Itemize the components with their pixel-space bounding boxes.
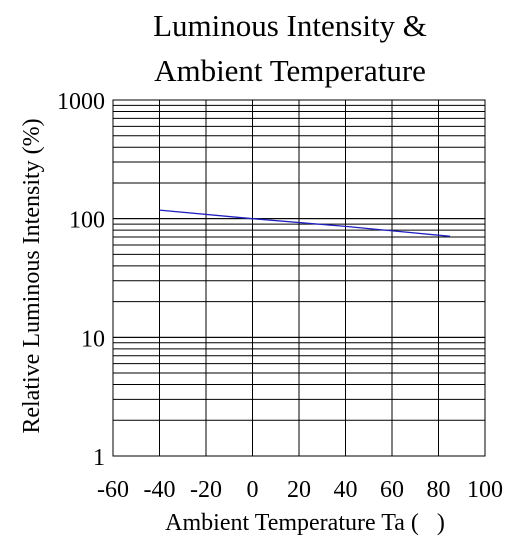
chart-title-line-2: Ambient Temperature: [154, 53, 426, 88]
x-tick-label: 20: [287, 477, 311, 503]
y-tick-label: 1: [93, 445, 105, 471]
x-tick-label: 100: [467, 477, 503, 503]
x-tick-label: 60: [380, 477, 404, 503]
y-axis-tick-labels: 1 10 100 1000: [57, 89, 105, 471]
x-tick-label: 80: [427, 477, 451, 503]
plot-series: [159, 209, 451, 237]
x-tick-label: -60: [97, 477, 129, 503]
plot-grid: [112, 99, 486, 457]
x-axis-tick-labels: -60 -40 -20 0 20 40 60 80 100: [97, 477, 503, 503]
series-line: [159, 209, 451, 237]
y-axis-title: Relative Luminous Intensity (%): [19, 118, 45, 433]
x-tick-label: -20: [190, 477, 222, 503]
x-tick-label: 40: [334, 477, 358, 503]
y-tick-label: 100: [69, 208, 105, 234]
y-tick-label: 10: [81, 326, 105, 352]
x-tick-label: -40: [144, 477, 176, 503]
x-axis-title: Ambient Temperature Ta ( ): [165, 510, 445, 536]
plot-frame: [112, 99, 486, 457]
chart-title-line-1: Luminous Intensity &: [153, 8, 427, 43]
x-tick-label: 0: [247, 477, 259, 503]
y-tick-label: 1000: [57, 89, 105, 115]
